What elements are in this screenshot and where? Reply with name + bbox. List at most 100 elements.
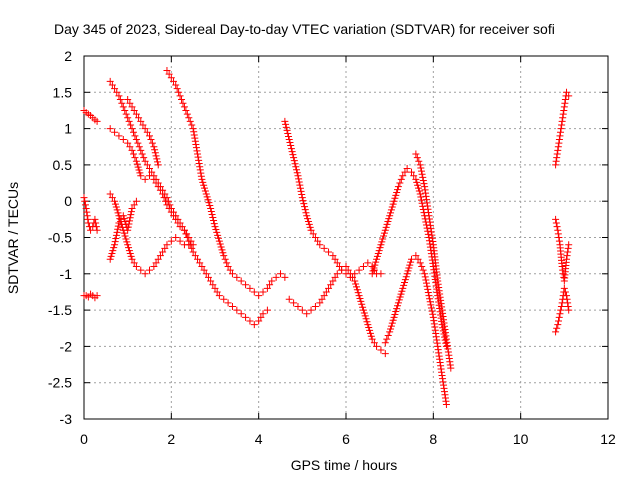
data-point	[111, 197, 119, 205]
data-point	[325, 284, 333, 292]
data-point	[553, 324, 561, 332]
data-point	[196, 163, 204, 171]
data-point	[190, 131, 198, 139]
data-point	[125, 117, 133, 125]
y-tick-label: -2	[60, 338, 73, 354]
data-point	[427, 304, 435, 312]
data-point	[197, 169, 205, 177]
data-point	[150, 263, 158, 271]
data-point	[119, 212, 127, 220]
data-point	[126, 214, 134, 222]
data-point	[357, 297, 365, 305]
data-point	[381, 339, 389, 347]
data-point	[263, 306, 271, 314]
data-point	[382, 223, 390, 231]
data-point	[128, 255, 136, 263]
data-point	[296, 184, 304, 192]
data-point	[135, 166, 143, 174]
data-point	[108, 194, 116, 202]
data-point	[138, 150, 146, 158]
data-point	[293, 166, 301, 174]
data-point	[237, 310, 245, 318]
data-point	[387, 206, 395, 214]
data-point	[417, 167, 425, 175]
data-point	[413, 154, 421, 162]
data-point	[209, 214, 217, 222]
data-point	[120, 229, 128, 237]
data-point	[397, 175, 405, 183]
data-point	[420, 180, 428, 188]
data-point	[369, 267, 377, 275]
data-point	[425, 292, 433, 300]
data-point	[141, 125, 149, 133]
data-point	[301, 206, 309, 214]
data-point	[154, 183, 162, 191]
data-point	[131, 154, 139, 162]
data-point	[123, 238, 131, 246]
x-tick-label: 12	[600, 431, 616, 447]
data-point	[381, 350, 389, 358]
data-point	[111, 85, 119, 93]
data-point	[329, 277, 337, 285]
data-point	[125, 244, 133, 252]
data-point	[394, 299, 402, 307]
data-point	[419, 173, 427, 181]
y-tick-label: -1	[60, 266, 73, 282]
data-point	[207, 204, 215, 212]
data-point	[300, 200, 308, 208]
data-point	[125, 220, 133, 228]
data-point	[368, 335, 376, 343]
data-point	[553, 154, 561, 162]
data-point	[119, 135, 127, 143]
data-point	[554, 146, 562, 154]
data-point	[137, 266, 145, 274]
data-point	[555, 135, 563, 143]
data-point	[193, 147, 201, 155]
data-point	[366, 329, 374, 337]
data-point	[118, 99, 126, 107]
data-point	[398, 287, 406, 295]
data-point	[401, 279, 409, 287]
data-point	[351, 277, 359, 285]
data-point	[127, 208, 135, 216]
data-point	[150, 175, 158, 183]
data-point	[416, 190, 424, 198]
y-tick-label: 0.5	[53, 157, 73, 173]
data-point	[559, 110, 567, 118]
y-tick-label: 1	[64, 121, 72, 137]
data-point	[128, 204, 136, 212]
data-point	[447, 364, 455, 372]
data-point	[564, 302, 572, 310]
data-point	[314, 237, 322, 245]
data-point	[224, 299, 232, 307]
data-point	[196, 166, 204, 174]
data-point	[387, 325, 395, 333]
data-point	[360, 309, 368, 317]
data-point	[394, 302, 402, 310]
data-point	[141, 157, 149, 165]
data-point	[185, 234, 193, 241]
data-point	[564, 244, 572, 252]
data-point	[106, 125, 114, 133]
data-point	[207, 207, 215, 215]
data-point	[151, 146, 159, 154]
data-point	[124, 241, 132, 249]
data-point	[320, 244, 328, 252]
data-point	[167, 208, 175, 216]
tick-layer: 0 2 4 6 8 10 12 -3 -2.5 -2 -1.5 -1 -0.5 0 0.5 1 1.5 2	[48, 48, 616, 447]
data-point	[281, 273, 289, 281]
data-point	[111, 241, 119, 249]
x-tick-label: 4	[255, 431, 263, 447]
data-point	[422, 276, 430, 284]
x-axis-label: GPS time / hours	[291, 457, 398, 473]
data-point	[188, 244, 196, 252]
data-point	[115, 92, 123, 100]
data-point	[370, 339, 378, 347]
data-point	[179, 99, 187, 107]
data-point	[206, 202, 214, 210]
data-point	[146, 172, 153, 180]
data-point	[563, 255, 571, 263]
data-point	[356, 294, 364, 302]
data-point	[92, 219, 100, 227]
